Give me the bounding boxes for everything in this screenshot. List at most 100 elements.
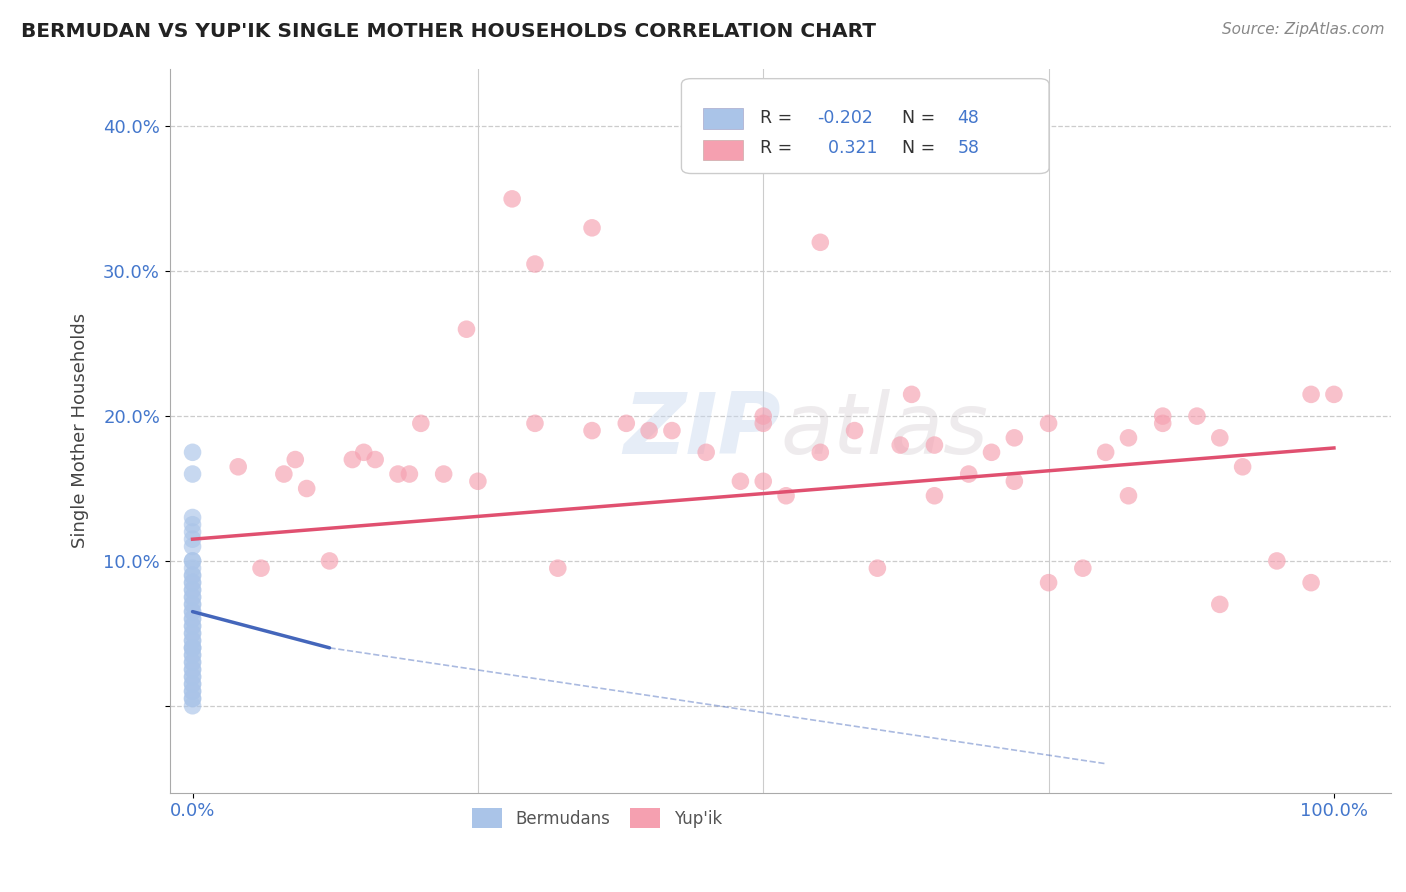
Point	[523, 257, 546, 271]
Point	[181, 619, 204, 633]
Point	[1152, 417, 1174, 431]
Point	[1265, 554, 1288, 568]
Point	[181, 656, 204, 670]
Point	[181, 568, 204, 582]
Point	[456, 322, 478, 336]
Point	[924, 438, 946, 452]
Point	[181, 626, 204, 640]
Point	[181, 582, 204, 597]
Point	[866, 561, 889, 575]
Point	[1071, 561, 1094, 575]
Text: Source: ZipAtlas.com: Source: ZipAtlas.com	[1222, 22, 1385, 37]
Point	[181, 640, 204, 655]
Point	[181, 684, 204, 698]
Point	[181, 648, 204, 662]
Point	[900, 387, 922, 401]
Point	[398, 467, 420, 481]
Point	[1209, 431, 1232, 445]
Point	[181, 517, 204, 532]
Point	[181, 670, 204, 684]
Point	[808, 445, 831, 459]
Point	[409, 417, 432, 431]
Point	[318, 554, 340, 568]
Point	[1002, 431, 1025, 445]
Point	[181, 663, 204, 677]
Point	[501, 192, 523, 206]
Point	[181, 698, 204, 713]
Point	[181, 575, 204, 590]
Point	[581, 424, 603, 438]
Point	[181, 691, 204, 706]
Point	[181, 575, 204, 590]
Point	[181, 612, 204, 626]
Point	[181, 554, 204, 568]
Point	[181, 605, 204, 619]
Point	[181, 598, 204, 612]
Point	[181, 612, 204, 626]
Point	[181, 582, 204, 597]
FancyBboxPatch shape	[682, 78, 1049, 174]
Point	[433, 467, 456, 481]
Point	[547, 561, 569, 575]
Point	[752, 475, 775, 489]
Point	[181, 554, 204, 568]
Point	[181, 598, 204, 612]
Point	[775, 489, 797, 503]
Y-axis label: Single Mother Households: Single Mother Households	[72, 313, 89, 549]
Point	[181, 677, 204, 691]
Point	[980, 445, 1002, 459]
Point	[181, 633, 204, 648]
Text: N =: N =	[903, 139, 941, 157]
Point	[250, 561, 273, 575]
Text: BERMUDAN VS YUP'IK SINGLE MOTHER HOUSEHOLDS CORRELATION CHART: BERMUDAN VS YUP'IK SINGLE MOTHER HOUSEHO…	[21, 22, 876, 41]
Point	[730, 475, 752, 489]
Point	[1232, 459, 1254, 474]
Point	[181, 684, 204, 698]
Point	[844, 424, 866, 438]
Text: N =: N =	[903, 110, 941, 128]
Point	[181, 626, 204, 640]
Point	[364, 452, 387, 467]
Point	[1209, 598, 1232, 612]
Point	[889, 438, 911, 452]
Point	[181, 656, 204, 670]
Point	[181, 561, 204, 575]
Point	[1002, 475, 1025, 489]
Point	[181, 532, 204, 546]
Point	[181, 633, 204, 648]
Point	[1152, 409, 1174, 423]
Text: R =: R =	[759, 139, 797, 157]
Point	[284, 452, 307, 467]
Point	[1301, 575, 1323, 590]
Point	[181, 568, 204, 582]
Point	[387, 467, 409, 481]
Point	[661, 424, 683, 438]
Point	[353, 445, 375, 459]
Point	[181, 640, 204, 655]
Point	[1118, 431, 1140, 445]
Text: -0.202: -0.202	[817, 110, 873, 128]
Text: R =: R =	[759, 110, 797, 128]
Point	[924, 489, 946, 503]
Point	[273, 467, 295, 481]
Text: ZIP: ZIP	[623, 389, 780, 472]
Point	[295, 482, 318, 496]
Point	[181, 524, 204, 539]
Point	[181, 670, 204, 684]
Point	[467, 475, 489, 489]
Point	[181, 605, 204, 619]
Point	[181, 640, 204, 655]
Point	[808, 235, 831, 250]
Point	[181, 590, 204, 604]
Point	[226, 459, 249, 474]
Point	[1038, 417, 1060, 431]
Point	[342, 452, 364, 467]
Point	[181, 691, 204, 706]
Point	[1185, 409, 1208, 423]
Point	[957, 467, 980, 481]
FancyBboxPatch shape	[703, 140, 742, 161]
Point	[523, 417, 546, 431]
Point	[614, 417, 637, 431]
Text: 58: 58	[957, 139, 980, 157]
Text: 0.321: 0.321	[817, 139, 877, 157]
